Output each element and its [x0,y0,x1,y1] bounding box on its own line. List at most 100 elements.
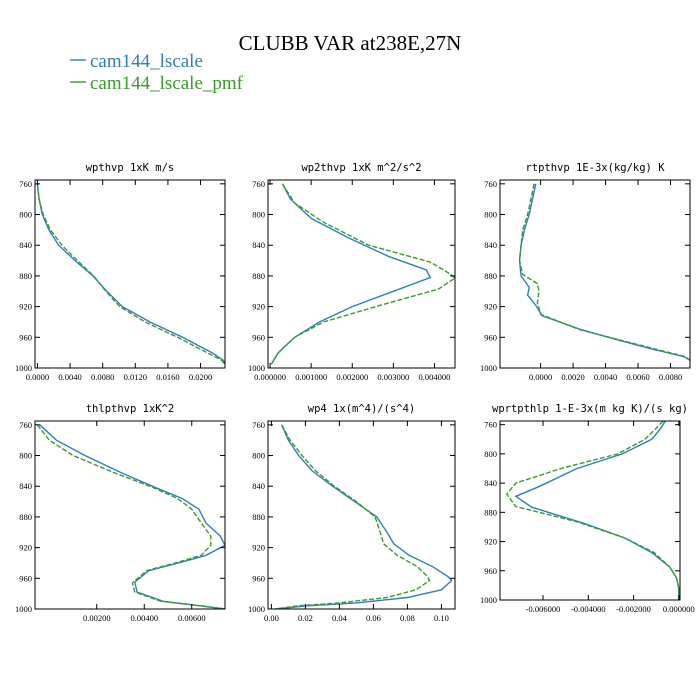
panel-title: thlpthvp 1xK^2 [86,403,175,415]
y-tick-label: 1000 [15,363,32,373]
x-tick-label: 0.0000 [529,372,552,382]
plot-frame [34,420,226,610]
series-line-lscale-pmf [518,183,690,361]
y-tick-label: 920 [19,543,32,553]
series-line-lscale-pmf [36,183,225,366]
x-tick-label: 0.02 [298,613,313,623]
y-tick-label: 800 [19,210,32,220]
y-tick-label: 840 [19,240,32,250]
y-tick-label: 760 [252,179,265,189]
y-tick-label: 840 [252,240,265,250]
x-tick-label: -0.002000 [616,604,651,614]
y-tick-label: 840 [484,478,497,488]
panel-3: rtpthvp 1E-3x(kg/kg) K 760 800 840 880 920 960… [480,162,691,382]
y-tick-label: 1000 [480,363,497,373]
y-tick-label: 800 [252,451,265,461]
series-line-lscale-pmf [274,424,431,609]
panel-4: thlpthvp 1xK^2 760 800 840 880 920 960 1000 0.00… [15,403,226,623]
series-line-lscale-pmf [270,183,455,365]
x-tick-label: 0.00600 [178,613,206,623]
legend-label-lscale: cam144_lscale [90,51,203,72]
panel-title: wprtpthlp 1-E-3x(m kg K)/(s kg) [492,403,688,415]
x-tick-label: 0.003000 [377,372,409,382]
x-tick-label: 0.00400 [130,613,158,623]
x-tick-label: 0.04 [332,613,348,623]
x-tick-label: 0.0020 [561,372,584,382]
panel-1: wpthvp 1xK m/s76080084088092096010000.00… [15,162,226,382]
x-tick-label: 0.0040 [594,372,617,382]
x-tick-label: 0.0120 [124,372,147,382]
panel-title: wp4 1x(m^4)/(s^4) [308,403,415,415]
y-tick-label: 760 [484,420,497,430]
panel-6: wprtpthlp 1-E-3x(m kg K)/(s kg) 760 800 840… [480,403,695,614]
x-tick-label: -0.006000 [526,604,561,614]
y-tick-label: 760 [19,179,32,189]
plot-frame [499,420,681,601]
y-tick-label: 880 [19,512,32,522]
y-tick-label: 880 [484,507,497,517]
x-tick-label: 0.002000 [336,372,368,382]
y-tick-label: 1000 [15,604,32,614]
x-tick-label: 0.000000 [254,372,286,382]
plot-frame [267,420,456,610]
panels: wpthvp 1xK m/s76080084088092096010000.00… [15,162,695,623]
x-tick-label: 0.06 [366,613,381,623]
x-tick-label: 0.00 [264,613,279,623]
plot-frame [499,179,691,369]
panel-title: rtpthvp 1E-3x(kg/kg) K [525,162,665,174]
y-tick-label: 800 [484,210,497,220]
x-tick-label: 0.001000 [295,372,327,382]
y-tick-label: 960 [252,332,265,342]
panel-5: wp4 1x(m^4)/(s^4)76080084088092096010000… [248,403,456,623]
legend-label-lscale-pmf: cam144_lscale_pmf [90,73,244,94]
y-tick-label: 880 [252,271,265,281]
y-tick-label: 760 [484,179,497,189]
series-line-lscale-pmf [505,421,680,600]
y-tick-label: 840 [19,481,32,491]
y-tick-label: 920 [484,302,497,312]
x-tick-label: 0.0040 [58,372,81,382]
y-tick-label: 960 [484,566,497,576]
x-tick-label: 0.0000 [26,372,49,382]
x-tick-label: 0.00200 [83,613,111,623]
x-tick-label: 0.10 [434,613,449,623]
y-tick-label: 960 [19,573,32,583]
plot-frame [267,179,456,369]
x-tick-label: 0.0060 [626,372,649,382]
y-tick-label: 800 [484,449,497,459]
x-tick-label: 0.08 [400,613,415,623]
y-tick-label: 840 [484,240,497,250]
x-tick-label: -0.004000 [571,604,606,614]
y-tick-label: 800 [19,451,32,461]
y-tick-label: 960 [484,332,497,342]
y-tick-label: 920 [252,302,265,312]
series-line-lscale [39,424,225,609]
x-tick-label: 0.0200 [189,372,212,382]
figure-title: CLUBB VAR at238E,27N [239,31,462,55]
y-tick-label: 880 [484,271,497,281]
legend: cam144_lscale cam144_lscale_pmf [70,51,244,94]
panel-title: wp2thvp 1xK m^2/s^2 [301,162,421,174]
series-line-lscale [276,424,453,609]
x-tick-label: 0.0080 [659,372,682,382]
series-line-lscale [518,183,690,361]
x-tick-label: 0.004000 [419,372,451,382]
y-tick-label: 1000 [248,363,265,373]
y-tick-label: 800 [252,210,265,220]
y-tick-label: 840 [252,481,265,491]
y-tick-label: 1000 [480,595,497,605]
y-tick-label: 1000 [248,604,265,614]
x-tick-label: 0.000000 [663,604,695,614]
plot-frame [34,179,226,369]
y-tick-label: 960 [252,573,265,583]
x-tick-label: 0.0080 [91,372,114,382]
panel-title: wpthvp 1xK m/s [86,162,175,174]
y-tick-label: 880 [252,512,265,522]
y-tick-label: 880 [19,271,32,281]
panel-2: wp2thvp 1xK m^2/s^2 760 800 840 880 920 960 100… [248,162,456,382]
y-tick-label: 920 [252,543,265,553]
x-tick-label: 0.0160 [156,372,179,382]
y-tick-label: 920 [19,302,32,312]
